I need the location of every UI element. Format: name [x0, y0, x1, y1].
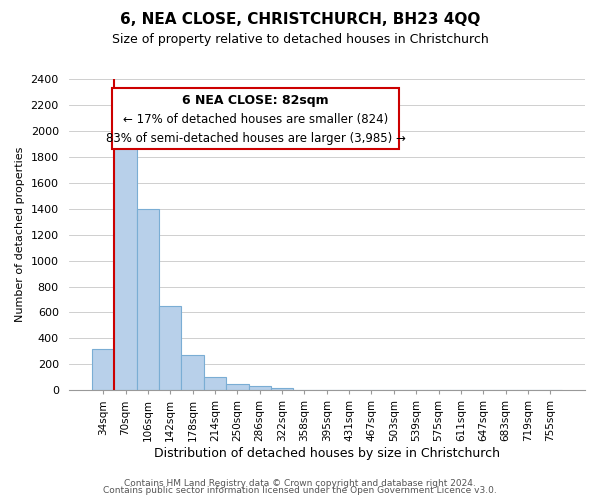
- Bar: [92, 349, 115, 391]
- Text: Contains public sector information licensed under the Open Government Licence v3: Contains public sector information licen…: [103, 486, 497, 495]
- Bar: [181, 356, 204, 390]
- Bar: [159, 306, 181, 390]
- Text: 6 NEA CLOSE: 82sqm: 6 NEA CLOSE: 82sqm: [182, 94, 329, 107]
- FancyBboxPatch shape: [112, 88, 399, 149]
- Bar: [137, 208, 159, 390]
- Bar: [226, 384, 248, 390]
- Text: Size of property relative to detached houses in Christchurch: Size of property relative to detached ho…: [112, 32, 488, 46]
- X-axis label: Distribution of detached houses by size in Christchurch: Distribution of detached houses by size …: [154, 447, 500, 460]
- Text: Contains HM Land Registry data © Crown copyright and database right 2024.: Contains HM Land Registry data © Crown c…: [124, 478, 476, 488]
- Y-axis label: Number of detached properties: Number of detached properties: [15, 147, 25, 322]
- Bar: [115, 135, 137, 390]
- Bar: [204, 376, 226, 390]
- Text: 6, NEA CLOSE, CHRISTCHURCH, BH23 4QQ: 6, NEA CLOSE, CHRISTCHURCH, BH23 4QQ: [120, 12, 480, 28]
- Bar: [271, 388, 293, 390]
- Text: ← 17% of detached houses are smaller (824): ← 17% of detached houses are smaller (82…: [123, 114, 388, 126]
- Bar: [248, 386, 271, 390]
- Text: 83% of semi-detached houses are larger (3,985) →: 83% of semi-detached houses are larger (…: [106, 132, 406, 144]
